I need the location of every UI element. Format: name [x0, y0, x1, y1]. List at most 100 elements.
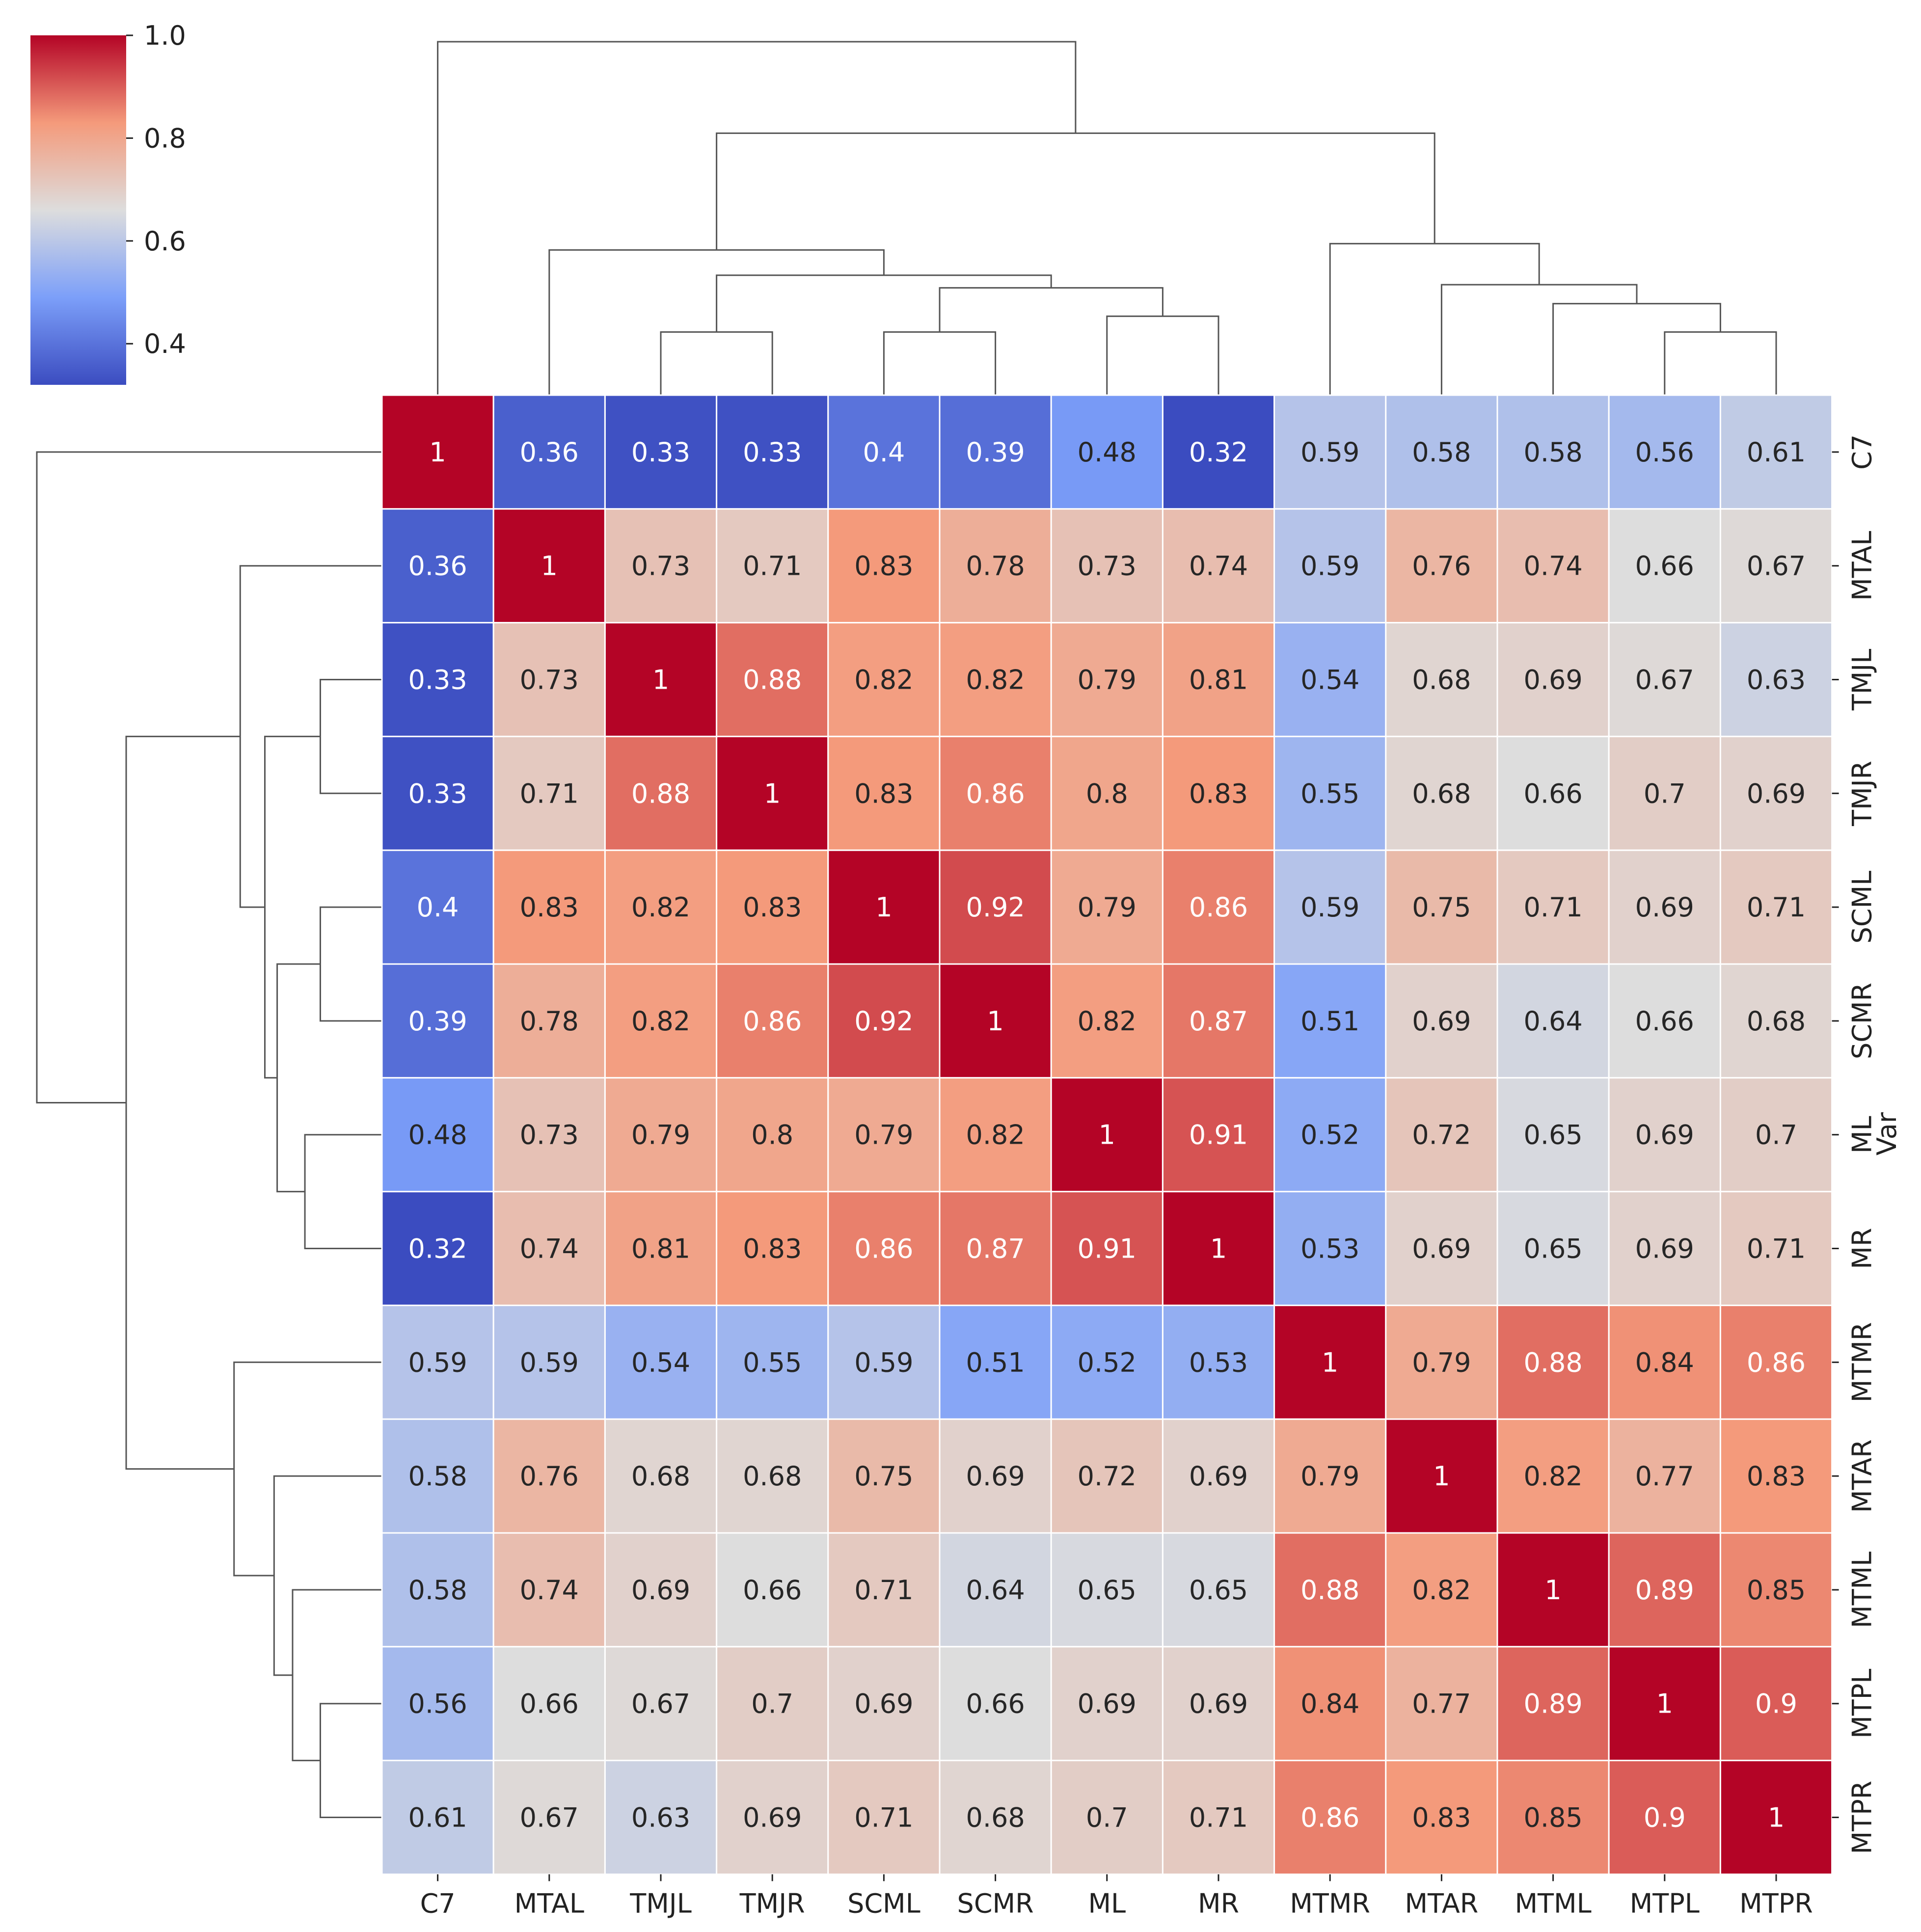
cell-value-label: 0.7	[1644, 778, 1686, 809]
cell-value-label: 0.32	[1189, 437, 1248, 468]
cell-value-label: 1	[1210, 1234, 1227, 1264]
heatmap-cell	[1496, 1646, 1610, 1762]
heatmap-cell	[1385, 1760, 1498, 1875]
cell-value-label: 0.68	[631, 1461, 690, 1492]
heatmap-cell	[1496, 1418, 1610, 1534]
heatmap-cell	[1608, 394, 1721, 510]
cell-value-label: 0.79	[854, 1120, 913, 1151]
heatmap-cell	[1385, 622, 1498, 737]
cell-value-label: 0.8	[751, 1120, 793, 1151]
heatmap-cell	[1496, 1191, 1610, 1306]
cell-value-label: 0.79	[1300, 1461, 1359, 1492]
cell-value-label: 0.67	[631, 1689, 690, 1719]
heatmap-cell	[827, 963, 941, 1079]
cell-value-label: 0.71	[520, 778, 579, 809]
heatmap-cell	[716, 394, 829, 510]
cell-value-label: 0.33	[408, 665, 467, 696]
heatmap-cell	[1608, 963, 1721, 1079]
heatmap-cell	[939, 394, 1052, 510]
heatmap-cell	[827, 1760, 941, 1875]
cell-value-label: 0.87	[966, 1234, 1025, 1264]
cell-value-label: 0.33	[743, 437, 802, 468]
heatmap-cell	[1273, 622, 1387, 737]
cell-value-label: 0.7	[1086, 1802, 1128, 1833]
cell-value-label: 0.84	[1300, 1689, 1359, 1719]
cell-value-label: 0.59	[408, 1347, 467, 1378]
x-tick-label: MTAR	[1405, 1888, 1478, 1919]
heatmap-cell	[604, 1532, 718, 1648]
heatmap-cell	[1162, 1077, 1275, 1193]
x-tick-labels: C7 MTAL TMJL TMJR SCML SCMR ML MR MTMR MTAR MTML MT…	[420, 1874, 1813, 1919]
heatmap-cell	[604, 1760, 718, 1875]
cell-value-label: 0.76	[1412, 551, 1471, 582]
y-tick-label: SCMR	[1847, 983, 1878, 1059]
cell-value-label: 0.89	[1635, 1575, 1694, 1606]
x-tick-label: MTPL	[1630, 1888, 1700, 1919]
cell-value-label: 0.75	[854, 1461, 913, 1492]
cell-value-label: 0.79	[1078, 892, 1136, 923]
heatmap-cell	[1385, 1532, 1498, 1648]
cell-value-label: 0.86	[854, 1234, 913, 1264]
heatmap-cell	[1050, 1760, 1163, 1875]
x-tick-label: ML	[1088, 1888, 1126, 1919]
cell-value-label: 0.66	[743, 1575, 802, 1606]
cell-value-label: 0.67	[1635, 665, 1694, 696]
cell-value-label: 0.68	[966, 1802, 1025, 1833]
heatmap-cell	[1050, 622, 1163, 737]
heatmap-cell	[492, 735, 606, 851]
cell-value-label: 1	[987, 1006, 1003, 1037]
cell-value-label: 0.32	[408, 1234, 467, 1264]
heatmap-cell	[604, 1646, 718, 1762]
cell-value-label: 0.81	[631, 1234, 690, 1264]
cell-value-label: 0.9	[1755, 1689, 1797, 1719]
cell-value-label: 0.65	[1189, 1575, 1248, 1606]
heatmap-cell	[1273, 963, 1387, 1079]
cell-value-label: 0.69	[1412, 1234, 1471, 1264]
dendrogram-link	[304, 1134, 382, 1249]
heatmap-cell	[1719, 508, 1833, 624]
cell-value-label: 0.7	[751, 1689, 793, 1719]
x-tick-label: MTAL	[514, 1888, 584, 1919]
row-dendrogram	[36, 451, 382, 1818]
x-tick-label: C7	[420, 1888, 456, 1919]
cell-value-label: 0.9	[1644, 1802, 1686, 1833]
heatmap-cell	[1050, 1418, 1163, 1534]
y-tick-label: MTML	[1847, 1552, 1878, 1628]
heatmap-cell	[939, 622, 1052, 737]
cell-value-label: 1	[652, 665, 669, 696]
cell-value-label: 0.58	[408, 1575, 467, 1606]
heatmap-cell	[1608, 849, 1721, 965]
cell-value-label: 0.56	[1635, 437, 1694, 468]
cell-value-label: 0.86	[743, 1006, 802, 1037]
cell-value-label: 0.69	[1189, 1689, 1248, 1719]
cell-value-label: 0.65	[1078, 1575, 1136, 1606]
cell-value-label: 0.58	[1523, 437, 1582, 468]
dendrogram-link	[1106, 315, 1219, 395]
heatmap-cell	[939, 1077, 1052, 1193]
cell-value-label: 0.69	[854, 1689, 913, 1719]
heatmap-cell	[1273, 1646, 1387, 1762]
heatmap-cell	[939, 1646, 1052, 1762]
heatmap-cell	[1608, 1418, 1721, 1534]
colorbar-tick-label: 0.8	[144, 123, 186, 154]
heatmap-cell	[492, 1760, 606, 1875]
heatmap-cell	[1719, 1191, 1833, 1306]
heatmap-cell	[381, 1418, 494, 1534]
cell-value-label: 0.83	[854, 551, 913, 582]
cell-value-label: 0.82	[966, 1120, 1025, 1151]
cell-value-label: 1	[1433, 1461, 1450, 1492]
cell-value-label: 0.69	[631, 1575, 690, 1606]
heatmap-cell	[604, 1418, 718, 1534]
heatmap-cell	[1496, 849, 1610, 965]
cell-value-label: 0.75	[1412, 892, 1471, 923]
cell-value-label: 0.48	[1078, 437, 1136, 468]
heatmap-cell	[1719, 1646, 1833, 1762]
cell-value-label: 0.82	[854, 665, 913, 696]
cell-value-label: 0.67	[520, 1802, 579, 1833]
cell-value-label: 0.74	[1189, 551, 1248, 582]
cell-value-label: 0.92	[854, 1006, 913, 1037]
x-tick-label: MTPR	[1739, 1888, 1813, 1919]
cell-value-label: 0.69	[1747, 778, 1806, 809]
cell-value-label: 0.8	[1086, 778, 1128, 809]
heatmap-cell	[1719, 963, 1833, 1079]
